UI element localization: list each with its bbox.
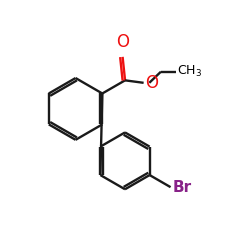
- Text: O: O: [116, 33, 129, 51]
- Text: O: O: [145, 74, 158, 92]
- Text: CH$_3$: CH$_3$: [177, 64, 202, 79]
- Text: Br: Br: [172, 180, 192, 195]
